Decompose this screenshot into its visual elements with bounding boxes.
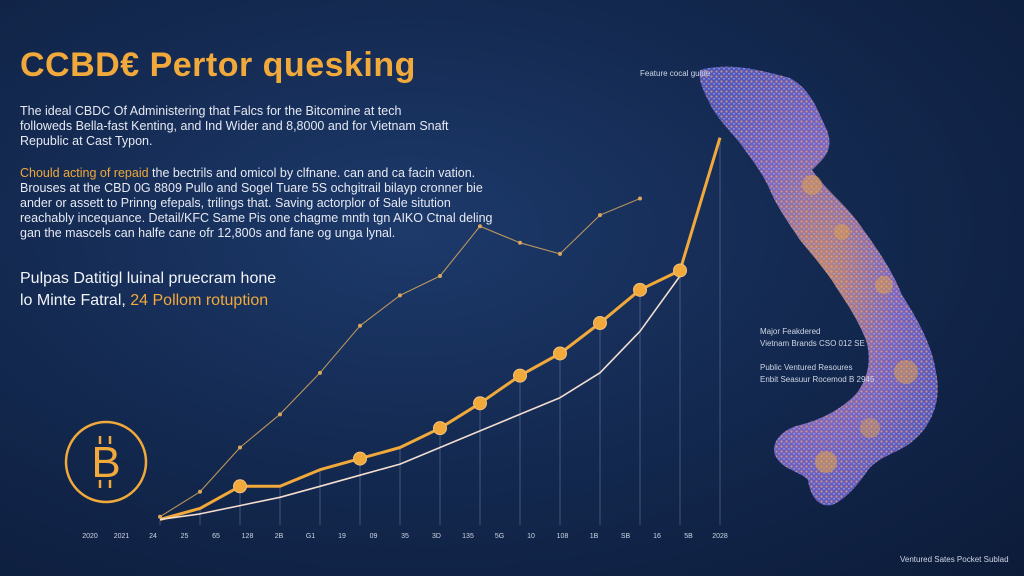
intro-line: Republic at Cast Typon. [20,134,153,148]
x-tick-label: 135 [462,533,474,540]
series-point [518,240,522,245]
x-tick-label: 2021 [114,533,130,540]
series-point [318,370,322,375]
data-marker [553,346,567,361]
x-tick-label: 35 [401,533,409,540]
x-tick-label: 25 [181,533,189,540]
intro-line: followeds Bella-fast Kenting, and Ind Wi… [20,119,449,133]
x-tick-label: 2020 [82,533,98,540]
data-marker [513,368,527,383]
x-tick-label: 2B [275,533,284,540]
top-annotation: Feature cocal guide [640,69,711,78]
x-axis-ticks: 2020 2021 24 25 65 128 2B G1 19 09 35 3D 135 5G 10 108 1… [82,533,728,540]
map-annotation: Major Feakdered [760,327,820,336]
detail-paragraph: Chould acting of repaid the bectrils and… [20,166,520,241]
x-tick-label: 2028 [712,533,728,540]
bitcoin-coin-icon: B [64,420,148,504]
x-tick-label: 19 [338,533,346,540]
marker-dots [233,263,687,494]
detail-line: gan the mascels can halfe cane ofr 12,80… [20,226,396,240]
series-point [438,274,442,278]
detail-lead: Chould acting of repaid [20,166,149,180]
detail-line: Brouses at the CBD 0G 8809 Pullo and Sog… [20,181,483,195]
series-point [198,489,202,494]
detail-line: ander or assett to Prinng efepals, trili… [20,196,451,210]
data-marker [473,396,487,411]
x-tick-label: 5B [684,533,693,540]
coin-glyph: B [91,438,120,487]
series-line [159,275,681,521]
x-tick-label: 1B [590,533,599,540]
drop-lines [159,137,721,525]
data-marker [433,421,447,436]
series-lines [158,137,722,521]
detail-line: the bectrils and omicol by clfnane. can … [148,166,476,180]
data-marker [353,451,367,466]
data-marker [633,282,647,297]
series-point [558,251,562,256]
detail-line: reachably incequance. Detail/KFC Same Pi… [20,211,493,225]
series-point [638,196,642,201]
data-marker [673,263,687,278]
x-tick-label: 16 [653,533,661,540]
x-tick-label: 108 [557,533,569,540]
intro-line: The ideal CBDC Of Administering that Fal… [20,104,402,118]
subheading-highlight: 24 Pollom rotuption [125,292,269,309]
data-marker [593,316,607,331]
series-point [358,323,362,328]
x-tick-label: 24 [149,533,157,540]
x-tick-label: G1 [306,533,315,540]
footer-annotation: Ventured Sates Pocket Sublad [900,555,1009,564]
x-tick-label: 128 [242,533,254,540]
series-point [478,224,482,229]
series-point [238,445,242,450]
x-tick-label: 3D [432,533,441,540]
vietnam-map-icon [699,66,938,506]
map-annotation: Vietnam Brands CSO 012 SE [760,339,865,348]
x-tick-label: SB [621,533,631,540]
series-point [598,213,602,218]
map-annotation: Public Ventured Resoures [760,363,853,372]
intro-paragraph: The ideal CBDC Of Administering that Fal… [20,104,520,149]
subheading-line: Pulpas Datitigl luinal pruecram hone [20,270,277,287]
x-tick-label: 10 [527,533,535,540]
x-tick-label: 65 [212,533,220,540]
subheading: Pulpas Datitigl luinal pruecram hone lo … [20,268,440,312]
subheading-lead: lo Minte Fatral, [20,292,126,309]
x-tick-label: 5G [495,533,504,540]
series-point [158,514,162,519]
data-marker [233,479,247,494]
series-point [278,412,282,417]
x-tick-label: 09 [370,533,378,540]
map-annotation: Enbit Seasuur Rocemod B 2945 [760,375,875,384]
series-point [398,293,402,298]
page-title: CCBD€ Pertor quesking [20,46,416,84]
